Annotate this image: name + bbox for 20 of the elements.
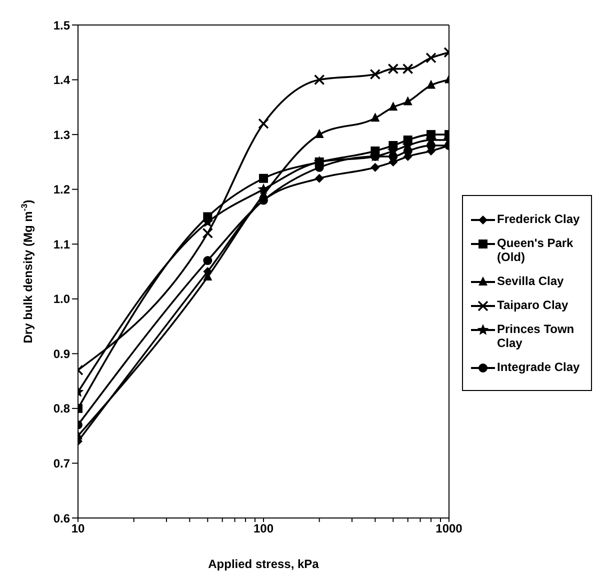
x-tick-label: 100 bbox=[253, 522, 274, 536]
y-tick-label: 0.6 bbox=[53, 511, 70, 526]
y-tick-label: 0.7 bbox=[53, 456, 70, 470]
y-tick-label: 0.9 bbox=[53, 346, 70, 361]
y-tick-label: 1.5 bbox=[53, 18, 70, 32]
x-tick-label: 1000 bbox=[436, 522, 463, 536]
legend-label: Queen's Park (Old) bbox=[497, 236, 574, 264]
y-tick-label: 1.1 bbox=[53, 237, 70, 252]
legend-label: Integrade Clay bbox=[497, 360, 580, 374]
y-tick-label: 1.0 bbox=[53, 292, 70, 306]
legend-label: Sevilla Clay bbox=[497, 274, 564, 288]
legend-label: Taiparo Clay bbox=[497, 298, 568, 312]
x-axis-title: Applied stress, kPa bbox=[208, 557, 320, 571]
y-tick-label: 1.3 bbox=[53, 128, 70, 142]
x-tick-label: 10 bbox=[71, 522, 85, 536]
legend-label: Frederick Clay bbox=[497, 212, 580, 226]
legend-label: Princes Town Clay bbox=[497, 322, 576, 350]
y-tick-label: 1.4 bbox=[53, 73, 70, 88]
y-tick-label: 1.2 bbox=[53, 182, 70, 197]
y-tick-label: 0.8 bbox=[53, 402, 70, 416]
